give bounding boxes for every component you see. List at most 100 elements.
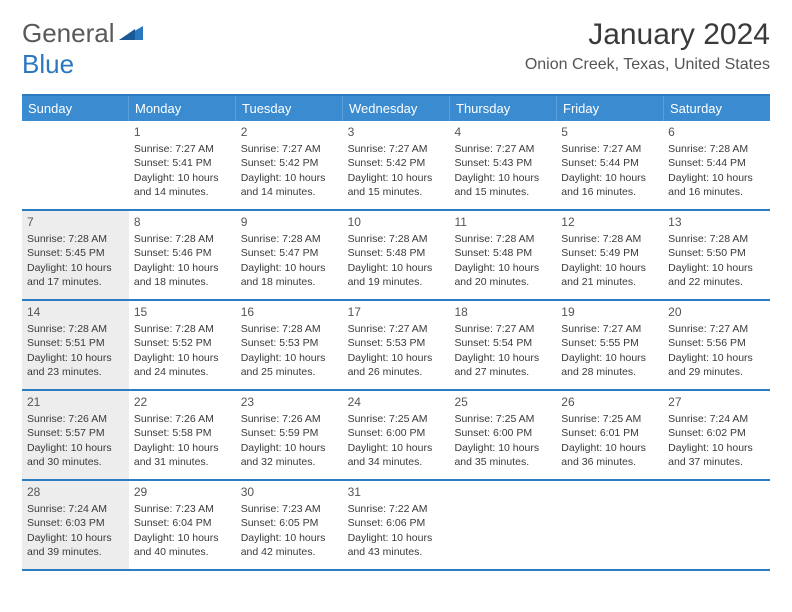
day-cell: 11Sunrise: 7:28 AMSunset: 5:48 PMDayligh…: [449, 211, 556, 299]
day-number: 18: [454, 304, 551, 320]
weekday-header: Sunday: [22, 96, 129, 121]
daylight-text: Daylight: 10 hours and 19 minutes.: [348, 261, 445, 289]
day-number: 23: [241, 394, 338, 410]
day-cell: 4 Sunrise: 7:27 AMSunset: 5:43 PMDaylight…: [449, 121, 556, 209]
daylight-text: Daylight: 10 hours and 42 minutes.: [241, 531, 338, 559]
day-cell: 7Sunrise: 7:28 AMSunset: 5:45 PMDaylight…: [22, 211, 129, 299]
sunrise-text: Sunrise: 7:26 AM: [27, 412, 124, 426]
day-cell: 13Sunrise: 7:28 AMSunset: 5:50 PMDayligh…: [663, 211, 770, 299]
day-number: 20: [668, 304, 765, 320]
day-number: 11: [454, 214, 551, 230]
sunset-text: Sunset: 5:41 PM: [134, 156, 231, 170]
sunrise-text: Sunrise: 7:27 AM: [561, 142, 658, 156]
daylight-text: Daylight: 10 hours and 15 minutes.: [348, 171, 445, 199]
day-cell: 8Sunrise: 7:28 AMSunset: 5:46 PMDaylight…: [129, 211, 236, 299]
daylight-text: Daylight: 10 hours and 27 minutes.: [454, 351, 551, 379]
daylight-text: Daylight: 10 hours and 37 minutes.: [668, 441, 765, 469]
day-number: 26: [561, 394, 658, 410]
sunset-text: Sunset: 5:54 PM: [454, 336, 551, 350]
day-cell: 22Sunrise: 7:26 AMSunset: 5:58 PMDayligh…: [129, 391, 236, 479]
day-number: 4: [454, 124, 551, 140]
sunrise-text: Sunrise: 7:28 AM: [27, 322, 124, 336]
daylight-text: Daylight: 10 hours and 25 minutes.: [241, 351, 338, 379]
daylight-text: Daylight: 10 hours and 18 minutes.: [134, 261, 231, 289]
day-number: 2: [241, 124, 338, 140]
calendar-grid: SundayMondayTuesdayWednesdayThursdayFrid…: [22, 94, 770, 571]
sunset-text: Sunset: 5:43 PM: [454, 156, 551, 170]
daylight-text: Daylight: 10 hours and 36 minutes.: [561, 441, 658, 469]
sunrise-text: Sunrise: 7:27 AM: [454, 142, 551, 156]
empty-cell: [663, 481, 770, 569]
day-number: 16: [241, 304, 338, 320]
weekday-header: Tuesday: [236, 96, 343, 121]
sunrise-text: Sunrise: 7:28 AM: [241, 232, 338, 246]
day-number: 22: [134, 394, 231, 410]
sunrise-text: Sunrise: 7:27 AM: [454, 322, 551, 336]
day-cell: 3Sunrise: 7:27 AMSunset: 5:42 PMDaylight…: [343, 121, 450, 209]
day-cell: 23Sunrise: 7:26 AMSunset: 5:59 PMDayligh…: [236, 391, 343, 479]
day-number: 12: [561, 214, 658, 230]
day-number: 3: [348, 124, 445, 140]
daylight-text: Daylight: 10 hours and 39 minutes.: [27, 531, 124, 559]
day-cell: 12Sunrise: 7:28 AMSunset: 5:49 PMDayligh…: [556, 211, 663, 299]
day-cell: 24Sunrise: 7:25 AMSunset: 6:00 PMDayligh…: [343, 391, 450, 479]
sunrise-text: Sunrise: 7:28 AM: [454, 232, 551, 246]
brand-word2: Blue: [22, 49, 74, 79]
sunset-text: Sunset: 5:44 PM: [561, 156, 658, 170]
day-number: 15: [134, 304, 231, 320]
daylight-text: Daylight: 10 hours and 31 minutes.: [134, 441, 231, 469]
day-cell: 25Sunrise: 7:25 AMSunset: 6:00 PMDayligh…: [449, 391, 556, 479]
weekday-header: Monday: [129, 96, 236, 121]
sunrise-text: Sunrise: 7:26 AM: [134, 412, 231, 426]
day-number: 21: [27, 394, 124, 410]
daylight-text: Daylight: 10 hours and 28 minutes.: [561, 351, 658, 379]
brand-logo: GeneralBlue: [22, 18, 145, 80]
week-row: 7Sunrise: 7:28 AMSunset: 5:45 PMDaylight…: [22, 211, 770, 301]
sunset-text: Sunset: 5:42 PM: [241, 156, 338, 170]
sunset-text: Sunset: 6:02 PM: [668, 426, 765, 440]
sunrise-text: Sunrise: 7:22 AM: [348, 502, 445, 516]
day-cell: 18 Sunrise: 7:27 AMSunset: 5:54 PMDayligh…: [449, 301, 556, 389]
sunset-text: Sunset: 5:53 PM: [348, 336, 445, 350]
sunrise-text: Sunrise: 7:28 AM: [668, 142, 765, 156]
sunset-text: Sunset: 5:44 PM: [668, 156, 765, 170]
week-row: 28Sunrise: 7:24 AMSunset: 6:03 PMDayligh…: [22, 481, 770, 571]
day-number: 31: [348, 484, 445, 500]
sunrise-text: Sunrise: 7:23 AM: [241, 502, 338, 516]
sunset-text: Sunset: 6:03 PM: [27, 516, 124, 530]
weekday-header: Saturday: [664, 96, 770, 121]
weekday-header: Friday: [557, 96, 664, 121]
sunset-text: Sunset: 6:00 PM: [454, 426, 551, 440]
day-number: 9: [241, 214, 338, 230]
daylight-text: Daylight: 10 hours and 30 minutes.: [27, 441, 124, 469]
sunset-text: Sunset: 5:55 PM: [561, 336, 658, 350]
sunset-text: Sunset: 5:53 PM: [241, 336, 338, 350]
sunrise-text: Sunrise: 7:25 AM: [348, 412, 445, 426]
logo-triangle-icon: [119, 18, 145, 49]
sunrise-text: Sunrise: 7:27 AM: [561, 322, 658, 336]
daylight-text: Daylight: 10 hours and 14 minutes.: [241, 171, 338, 199]
sunrise-text: Sunrise: 7:28 AM: [27, 232, 124, 246]
day-cell: 19Sunrise: 7:27 AMSunset: 5:55 PMDayligh…: [556, 301, 663, 389]
day-cell: 1Sunrise: 7:27 AMSunset: 5:41 PMDaylight…: [129, 121, 236, 209]
weekday-header: Thursday: [450, 96, 557, 121]
empty-cell: [22, 121, 129, 209]
daylight-text: Daylight: 10 hours and 20 minutes.: [454, 261, 551, 289]
sunrise-text: Sunrise: 7:28 AM: [134, 322, 231, 336]
sunrise-text: Sunrise: 7:28 AM: [241, 322, 338, 336]
sunset-text: Sunset: 6:00 PM: [348, 426, 445, 440]
day-number: 7: [27, 214, 124, 230]
empty-cell: [449, 481, 556, 569]
day-number: 25: [454, 394, 551, 410]
daylight-text: Daylight: 10 hours and 15 minutes.: [454, 171, 551, 199]
sunset-text: Sunset: 6:01 PM: [561, 426, 658, 440]
day-number: 8: [134, 214, 231, 230]
brand-word1: General: [22, 18, 115, 48]
sunset-text: Sunset: 5:51 PM: [27, 336, 124, 350]
day-cell: 31Sunrise: 7:22 AMSunset: 6:06 PMDayligh…: [343, 481, 450, 569]
page-header: GeneralBlue January 2024 Onion Creek, Te…: [22, 18, 770, 80]
day-number: 5: [561, 124, 658, 140]
day-number: 1: [134, 124, 231, 140]
sunset-text: Sunset: 5:56 PM: [668, 336, 765, 350]
sunrise-text: Sunrise: 7:23 AM: [134, 502, 231, 516]
